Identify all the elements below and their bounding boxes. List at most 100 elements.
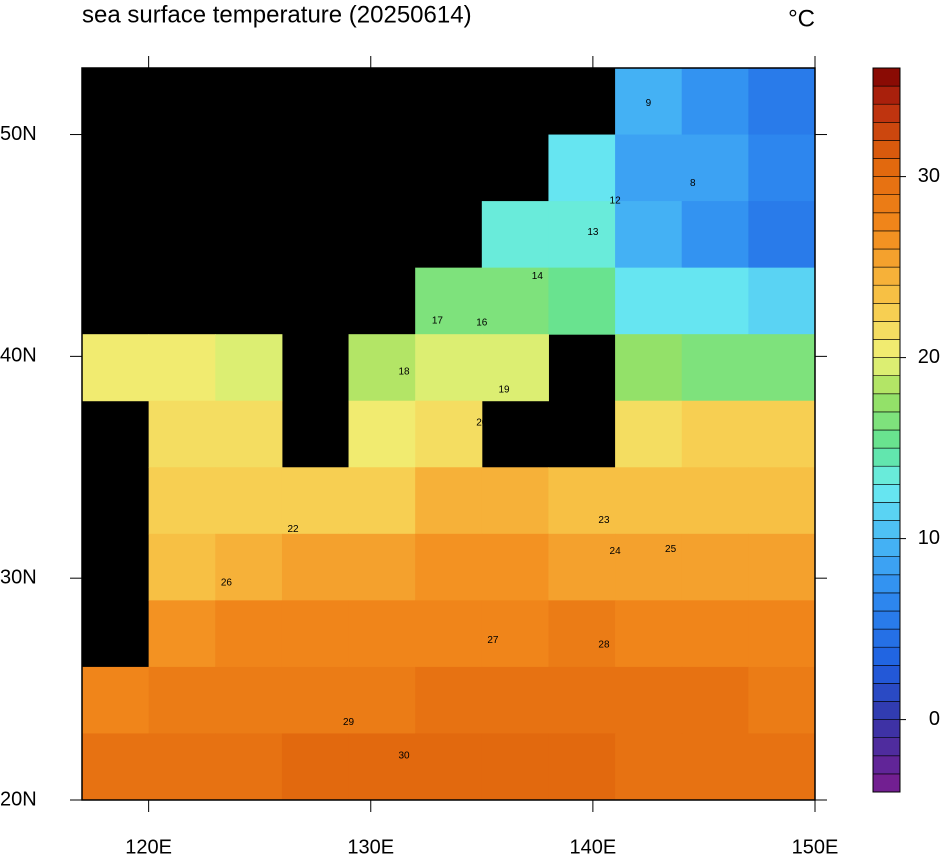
sst-cell <box>615 666 683 734</box>
sst-cell <box>548 533 616 601</box>
sst-cell <box>415 666 483 734</box>
sst-cell <box>748 533 816 601</box>
colorbar-frame <box>872 67 901 793</box>
colorbar-box <box>872 773 901 793</box>
sst-cell <box>615 400 683 468</box>
colorbar-box <box>872 375 901 395</box>
colorbar-box <box>872 538 901 557</box>
sst-cell <box>481 467 549 535</box>
y-tick-label: 50N <box>0 123 37 145</box>
colorbar-box <box>872 67 901 87</box>
sst-cell <box>548 600 616 668</box>
colorbar-tick-label: 20 <box>918 346 940 368</box>
colorbar-box <box>872 140 901 159</box>
x-tick-label: 120E <box>125 836 172 858</box>
colorbar-box <box>872 266 901 286</box>
sst-cell <box>481 201 549 269</box>
sst-cell <box>415 400 483 468</box>
sst-cell <box>481 334 549 402</box>
colorbar-box <box>872 646 901 666</box>
contour-label: 12 <box>610 196 622 207</box>
colorbar-box <box>872 628 901 648</box>
sst-cell <box>615 267 683 335</box>
colorbar-box <box>872 248 901 268</box>
sst-cell <box>148 600 216 668</box>
colorbar-tick-label: 10 <box>918 527 940 549</box>
sst-cell <box>415 467 483 535</box>
contour-label: 30 <box>399 750 411 761</box>
colorbar-box <box>872 357 901 377</box>
sst-cell <box>82 334 150 402</box>
sst-cell <box>548 134 616 202</box>
sst-cell <box>481 666 549 734</box>
sst-cell <box>615 334 683 402</box>
sst-cell <box>748 467 816 535</box>
colorbar-box <box>872 122 901 141</box>
map-frame <box>81 67 816 801</box>
colorbar-box <box>872 302 901 322</box>
sst-cell <box>681 267 749 335</box>
colorbar-box <box>872 212 901 232</box>
sst-cell <box>415 334 483 402</box>
sst-cell <box>148 334 216 402</box>
colorbar-tick-label: 30 <box>918 165 940 187</box>
sst-cell <box>481 267 549 335</box>
sst-cell <box>82 733 150 801</box>
colorbar-box <box>872 339 901 358</box>
sst-cell <box>481 600 549 668</box>
colorbar-box <box>872 556 901 576</box>
sst-cell <box>681 400 749 468</box>
contour-label: 24 <box>610 546 622 557</box>
contour-label: 23 <box>598 515 610 526</box>
colorbar-box <box>872 103 901 123</box>
sst-cell <box>215 600 283 668</box>
colorbar-box <box>872 574 901 594</box>
sst-cell <box>548 267 616 335</box>
contour-label: 27 <box>487 635 499 646</box>
sst-cell <box>348 733 416 801</box>
contour-label: 20 <box>476 418 488 429</box>
colorbar-box <box>872 429 901 449</box>
sst-cell <box>281 666 350 734</box>
unit-label: °C <box>788 5 815 32</box>
sst-cell <box>148 467 216 535</box>
contour-label: 13 <box>587 227 599 238</box>
sst-cell <box>481 733 549 801</box>
sst-cell <box>681 68 749 136</box>
contour-label: 29 <box>343 717 355 728</box>
colorbar-box <box>872 447 901 467</box>
colorbar-box <box>872 701 901 720</box>
sst-cell <box>681 666 749 734</box>
sst-cell <box>681 467 749 535</box>
sst-cell <box>215 666 283 734</box>
contour-label: 16 <box>476 318 488 329</box>
colorbar-box <box>872 755 901 775</box>
sst-cell <box>281 533 350 601</box>
sst-cell <box>748 666 816 734</box>
sst-cell <box>215 733 283 801</box>
sst-cell <box>548 666 616 734</box>
contour-label: 14 <box>532 271 544 282</box>
sst-cell <box>215 467 283 535</box>
sst-cell <box>615 201 683 269</box>
sst-cell <box>281 467 350 535</box>
sst-cell <box>748 600 816 668</box>
sst-cell <box>415 600 483 668</box>
contour-label: 25 <box>665 544 677 555</box>
sst-cell <box>148 400 216 468</box>
map-title: sea surface temperature (20250614) <box>82 1 472 28</box>
colorbar-box <box>872 393 901 413</box>
sst-cell <box>615 600 683 668</box>
sst-cell <box>148 666 216 734</box>
x-tick-label: 140E <box>570 836 617 858</box>
sst-cell <box>348 600 416 668</box>
sst-cell <box>215 400 283 468</box>
contour-label: 9 <box>646 98 652 109</box>
sst-cell <box>615 733 683 801</box>
colorbar-box <box>872 85 901 105</box>
colorbar-box <box>872 483 901 503</box>
colorbar-box <box>872 284 901 304</box>
colorbar-box <box>872 411 901 431</box>
sst-cell <box>748 400 816 468</box>
